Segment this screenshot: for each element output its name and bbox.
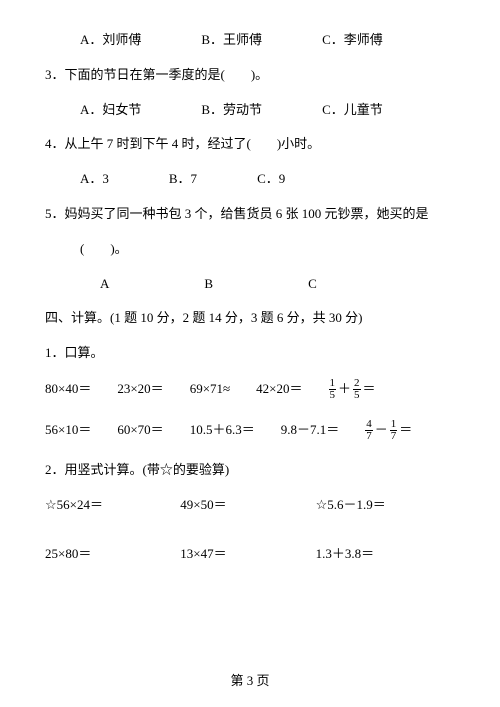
- calc1-r2-c3: 10.5＋6.3＝: [190, 420, 255, 441]
- calc2-r2-c2: 13×47＝: [180, 544, 315, 565]
- q3-choice-a: A．妇女节: [80, 100, 141, 121]
- q4-choice-b: B．7: [169, 169, 197, 190]
- calc1-r1-c4: 42×20＝: [256, 379, 302, 400]
- q5-text: 5．妈妈买了同一种书包 3 个，给售货员 6 张 100 元钞票，她买的是: [45, 204, 455, 225]
- q5-choice-b: B: [204, 274, 213, 295]
- calc1-r2-c2: 60×70＝: [117, 420, 163, 441]
- q3-text: 3．下面的节日在第一季度的是( )。: [45, 65, 455, 86]
- calc2-r1-c2: 49×50＝: [180, 495, 315, 516]
- calc2-r1-c1: ☆56×24＝: [45, 495, 180, 516]
- q5-choice-a: A: [100, 274, 109, 295]
- calc2-r2-c3: 1.3＋3.8＝: [316, 544, 451, 565]
- page-footer: 第 3 页: [0, 670, 500, 689]
- q4-choice-c: C．9: [257, 169, 285, 190]
- calc1-r2-c4: 9.8－7.1＝: [281, 420, 340, 441]
- calc2-r1-c3: ☆5.6－1.9＝: [316, 495, 451, 516]
- calc1-row2: 56×10＝ 60×70＝ 10.5＋6.3＝ 9.8－7.1＝ 47－17＝: [45, 419, 455, 442]
- q2-choice-c: C．李师傅: [322, 30, 383, 51]
- calc2-row1: ☆56×24＝ 49×50＝ ☆5.6－1.9＝: [45, 495, 455, 516]
- calc1-r2-frac: 47－17＝: [365, 419, 414, 442]
- calc1-r1-c1: 80×40＝: [45, 379, 91, 400]
- calc1-r2-c1: 56×10＝: [45, 420, 91, 441]
- calc1-row1: 80×40＝ 23×20＝ 69×71≈ 42×20＝ 15＋25＝: [45, 378, 455, 401]
- q3-choice-b: B．劳动节: [201, 100, 262, 121]
- q5-text2: ( )。: [45, 239, 455, 260]
- calc2-r2-c1: 25×80＝: [45, 544, 180, 565]
- calc2-row2: 25×80＝ 13×47＝ 1.3＋3.8＝: [45, 544, 455, 565]
- q4-choice-a: A．3: [80, 169, 109, 190]
- q5-choice-c: C: [308, 274, 317, 295]
- q2-choice-b: B．王师傅: [201, 30, 262, 51]
- calc1-r1-c3: 69×71≈: [190, 379, 230, 400]
- section4-title: 四、计算。(1 题 10 分，2 题 14 分，3 题 6 分，共 30 分): [45, 308, 455, 329]
- s4-q2-title: 2．用竖式计算。(带☆的要验算): [45, 460, 455, 481]
- s4-q1-title: 1．口算。: [45, 343, 455, 364]
- calc1-r1-frac: 15＋25＝: [329, 378, 378, 401]
- calc1-r1-c2: 23×20＝: [117, 379, 163, 400]
- q4-text: 4．从上午 7 时到下午 4 时，经过了( )小时。: [45, 134, 455, 155]
- q2-choice-a: A．刘师傅: [80, 30, 141, 51]
- q3-choice-c: C．儿童节: [322, 100, 383, 121]
